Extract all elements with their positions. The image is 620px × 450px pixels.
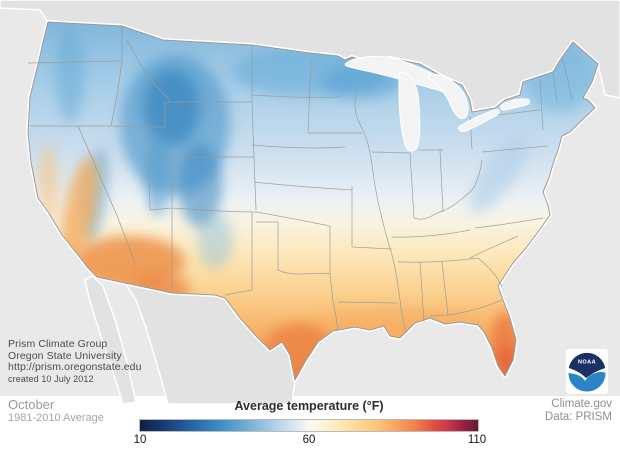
legend-colorbar (139, 419, 479, 432)
source-data: Data: PRISM (544, 410, 612, 423)
us-national-border (27, 21, 599, 381)
legend-tick-min: 10 (133, 434, 147, 446)
legend-tick-max: 110 (467, 434, 487, 446)
period-normals: 1981-2010 Average (8, 412, 104, 424)
state-borders (27, 26, 573, 334)
credits-line-1: Prism Climate Group (8, 338, 108, 350)
source-block: Climate.gov Data: PRISM (545, 398, 612, 423)
period-month: October (8, 397, 55, 412)
source-site: Climate.gov (551, 398, 612, 410)
credits-block: Prism Climate Group Oregon State Univers… (8, 338, 142, 384)
credits-url: http://prism.oregonstate.edu (8, 361, 142, 373)
credits-line-2: Oregon State University (8, 349, 122, 362)
period-block: October 1981-2010 Average (8, 397, 104, 425)
noaa-logo-text: NOAA (578, 360, 596, 366)
legend-title: Average temperature (°F) (234, 399, 384, 413)
great-lakes (344, 56, 530, 152)
legend-tick-mid: 60 (302, 434, 316, 446)
noaa-logo: NOAA (566, 349, 608, 394)
credits-created-date: created 10 July 2012 (8, 373, 94, 384)
noaa-logo-sky (568, 352, 606, 378)
baja-peninsula (84, 275, 137, 405)
noaa-logo-sea (568, 371, 606, 392)
